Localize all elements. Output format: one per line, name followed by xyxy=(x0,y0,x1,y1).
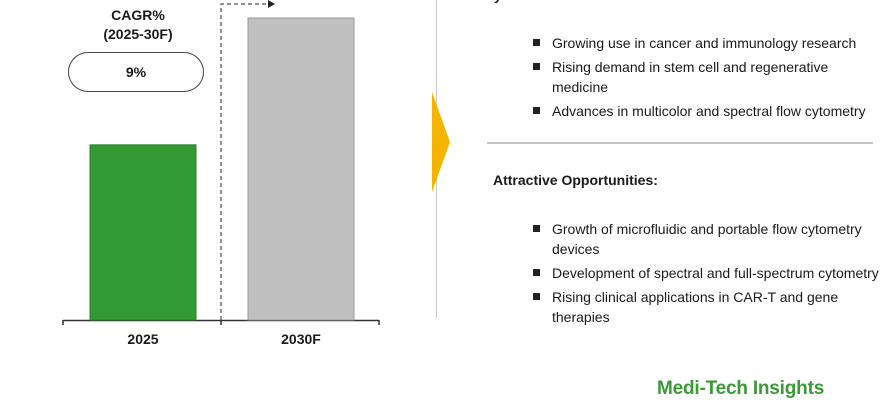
cagr-value-pill: 9% xyxy=(68,52,204,92)
driver-item: Rising demand in stem cell and regenerat… xyxy=(531,57,871,97)
driver-item: Advances in multicolor and spectral flow… xyxy=(531,101,871,121)
arrow-right-icon xyxy=(432,92,450,192)
opportunities-list: Growth of microfluidic and portable flow… xyxy=(531,219,883,331)
growth-connector-line xyxy=(220,3,268,320)
brand-logo: Medi-Tech Insights xyxy=(657,378,825,399)
cagr-title-line2: (2025-30F) xyxy=(103,26,173,42)
cagr-title: CAGR% (2025-30F) xyxy=(88,6,188,44)
x-tick-label: 2030F xyxy=(281,331,321,347)
section-divider xyxy=(487,142,873,144)
opportunity-item: Rising clinical applications in CAR-T an… xyxy=(531,287,883,327)
market-bar-chart: 2025 2030F xyxy=(62,0,380,347)
opportunity-item: Growth of microfluidic and portable flow… xyxy=(531,219,883,259)
opportunities-heading: Attractive Opportunities: xyxy=(493,172,658,188)
driver-item: Growing use in cancer and immunology res… xyxy=(531,33,871,53)
cagr-title-line1: CAGR% xyxy=(111,7,165,23)
cagr-value: 9% xyxy=(125,64,147,80)
bar-2030F xyxy=(247,17,355,321)
drivers-list: Growing use in cancer and immunology res… xyxy=(531,33,871,125)
opportunity-item: Development of spectral and full-spectru… xyxy=(531,263,883,283)
arrowhead-icon xyxy=(268,0,275,8)
bar-2025 xyxy=(89,144,197,321)
drivers-heading-fragment: y xyxy=(494,0,502,3)
x-tick-label: 2025 xyxy=(127,331,158,347)
